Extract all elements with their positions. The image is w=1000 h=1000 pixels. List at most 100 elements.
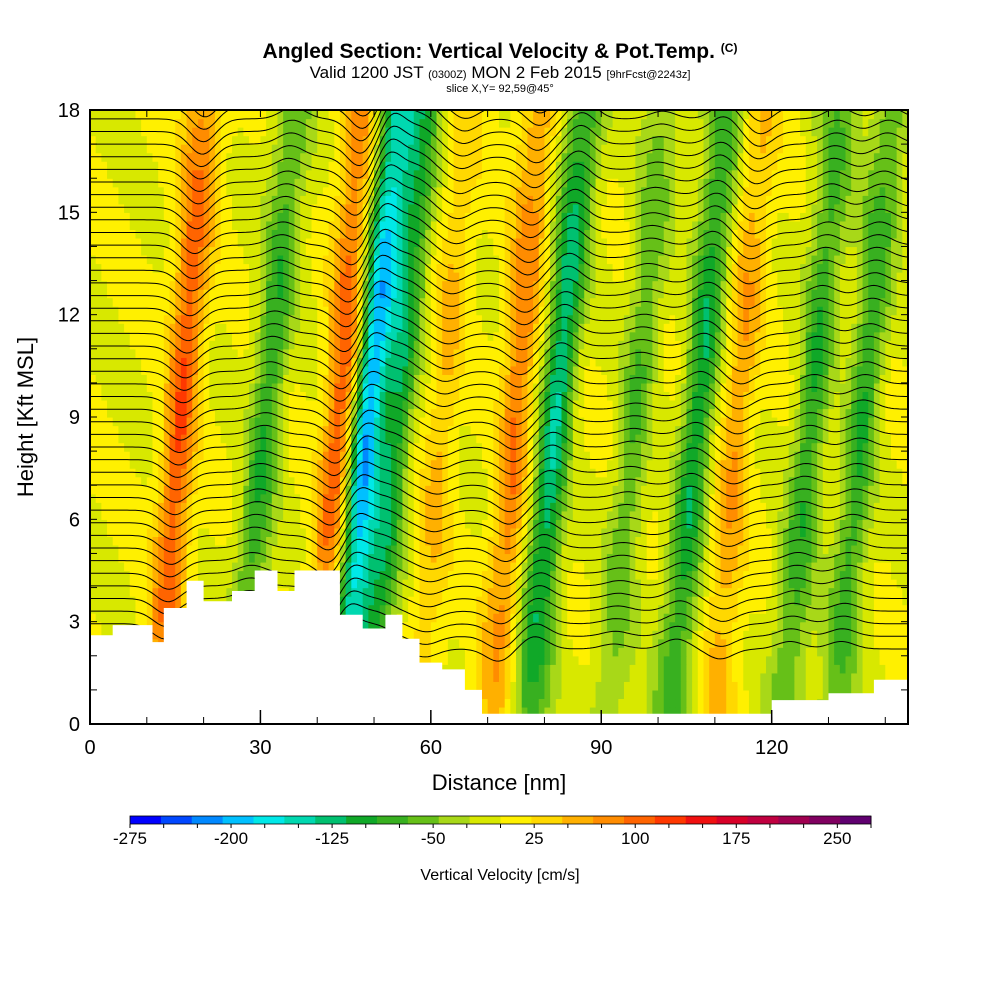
field-cell: [459, 502, 466, 512]
field-cell: [533, 536, 540, 546]
field-cell: [425, 485, 432, 495]
field-cell: [464, 459, 472, 469]
field-cell: [692, 485, 699, 495]
field-cell: [788, 510, 795, 520]
field-cell: [391, 459, 398, 469]
field-cell: [550, 672, 557, 682]
field-cell: [567, 485, 574, 495]
field-cell: [788, 502, 795, 512]
field-cell: [90, 536, 97, 546]
field-cell: [107, 434, 114, 444]
field-cell: [493, 655, 500, 665]
field-cell: [544, 519, 551, 529]
field-cell: [504, 476, 511, 486]
field-cell: [800, 638, 807, 648]
field-cell: [232, 476, 239, 486]
field-cell: [90, 579, 97, 589]
field-cell: [783, 493, 790, 503]
field-cell: [777, 570, 784, 580]
field-cell: [743, 502, 750, 512]
field-cell: [641, 655, 648, 665]
field-cell: [107, 604, 114, 614]
field-cell: [499, 613, 506, 623]
field-cell: [675, 655, 682, 665]
field-cell: [294, 434, 301, 444]
field-cell: [584, 544, 591, 555]
field-cell: [686, 613, 693, 623]
field-cell: [601, 681, 608, 691]
field-cell: [839, 510, 847, 520]
field-cell: [362, 613, 369, 623]
field-cell: [447, 510, 455, 520]
field-cell: [890, 672, 898, 682]
field-cell: [629, 527, 636, 537]
field-cell: [339, 596, 347, 606]
field-cell: [726, 485, 733, 495]
field-cell: [464, 647, 472, 657]
field-cell: [533, 425, 540, 435]
field-cell: [743, 621, 750, 631]
field-cell: [754, 621, 761, 631]
field-cell: [709, 630, 716, 640]
field-cell: [788, 459, 795, 469]
field-cell: [447, 459, 455, 469]
field-cell: [561, 544, 568, 555]
field-cell: [107, 502, 114, 512]
field-cell: [714, 579, 722, 589]
field-cell: [334, 468, 341, 478]
field-cell: [504, 434, 511, 444]
field-cell: [902, 655, 908, 665]
field-cell: [481, 476, 489, 486]
field-cell: [232, 459, 239, 469]
field-cell: [107, 510, 114, 520]
field-cell: [686, 451, 693, 461]
field-cell: [663, 502, 671, 512]
field-cell: [129, 502, 137, 512]
field-cell: [652, 485, 659, 495]
field-cell: [504, 630, 511, 640]
field-cell: [845, 527, 852, 537]
field-cell: [606, 655, 614, 665]
field-cell: [527, 527, 534, 537]
field-cell: [464, 664, 472, 674]
field-cell: [748, 502, 756, 512]
field-cell: [214, 587, 222, 597]
field-cell: [851, 681, 858, 691]
field-cell: [890, 655, 898, 665]
field-cell: [385, 510, 392, 520]
field-cell: [612, 706, 619, 717]
field-cell: [578, 638, 585, 648]
field-cell: [726, 527, 733, 537]
field-cell: [862, 502, 869, 512]
field-cell: [300, 527, 307, 537]
field-cell: [555, 587, 563, 597]
field-cell: [618, 630, 625, 640]
field-cell: [601, 553, 608, 563]
field-cell: [544, 536, 551, 546]
field-cell: [180, 434, 188, 444]
field-cell: [731, 451, 739, 461]
field-cell: [510, 519, 517, 529]
field-cell: [425, 536, 432, 546]
field-cell: [737, 587, 744, 597]
field-cell: [686, 544, 693, 555]
field-cell: [834, 527, 841, 537]
field-cell: [374, 544, 381, 555]
field-cell: [90, 451, 97, 461]
field-cell: [578, 476, 585, 486]
field-cell: [561, 647, 568, 657]
field-cell: [601, 434, 608, 444]
field-cell: [629, 476, 636, 486]
field-cell: [362, 587, 369, 597]
field-cell: [555, 519, 563, 529]
field-cell: [550, 493, 557, 503]
field-cell: [822, 476, 830, 486]
field-cell: [601, 647, 608, 657]
field-cell: [550, 502, 557, 512]
field-cell: [516, 664, 523, 674]
field-cell: [879, 604, 886, 614]
field-cell: [652, 434, 659, 444]
field-cell: [811, 485, 818, 495]
field-cell: [459, 664, 466, 674]
field-cell: [425, 544, 432, 555]
